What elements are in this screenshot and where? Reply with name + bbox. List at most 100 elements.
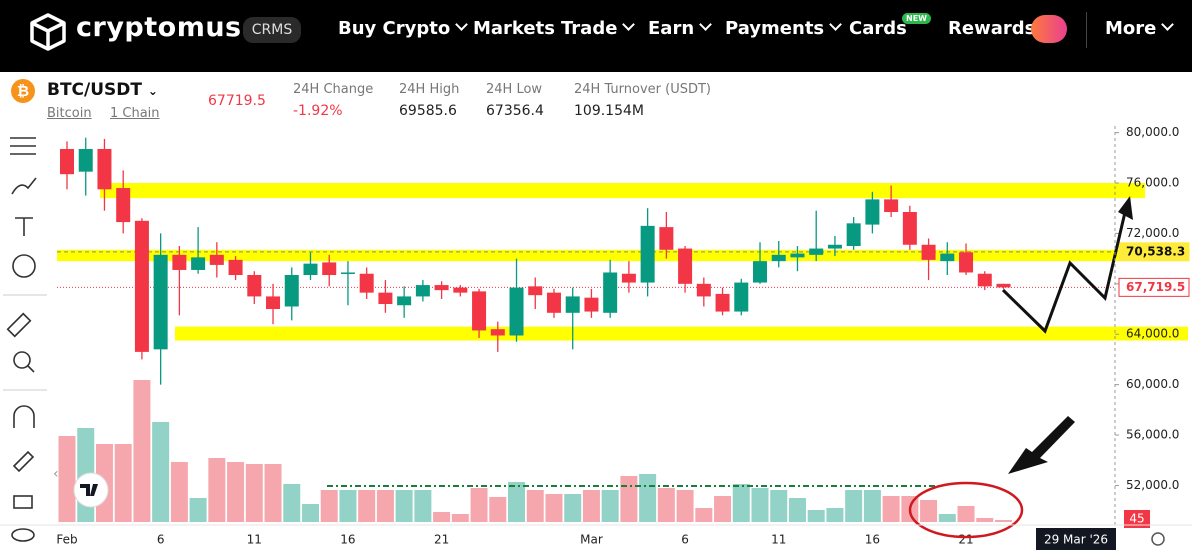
volume-bar [714,496,732,522]
volume-bar [957,506,975,522]
volume-bar [845,490,863,522]
nav-label: Earn [648,18,695,39]
volume-bar [189,498,207,522]
tool-lock[interactable] [13,495,33,509]
nav-item[interactable]: Rewards [948,18,1035,39]
candle-body [921,244,936,260]
volume-layer [58,380,1012,522]
zigzag-path [1001,207,1128,334]
nav-label: Payments [725,18,825,39]
candle-body [228,259,243,276]
big-arrow [1008,416,1075,474]
stat-label: 24H Change [293,82,374,97]
candle-body [472,291,487,331]
asset-link[interactable]: Bitcoin [47,106,92,121]
y-tick-label: 60,000.0 [1126,377,1179,391]
candle-body [884,199,899,212]
nav-item[interactable]: More [1105,18,1175,39]
nav-separator [1086,12,1087,48]
volume-bar [114,444,132,522]
scroll-arrow[interactable]: ‹ [53,466,59,482]
volume-bar [564,494,582,522]
candle-body [753,261,768,283]
stat-label: 24H High [399,82,460,97]
stat-label: 24H Turnover (USDT) [574,82,711,97]
x-tick-label: Mar [580,533,603,547]
tool-pencil[interactable] [12,450,35,473]
volume-bar [358,490,376,522]
price-label: 70,538.3 [1126,244,1185,258]
stat-value: 109.154M [574,103,644,119]
volume-bar [751,488,769,522]
x-tick-label: 6 [157,533,165,547]
y-tick-label: 80,000.0 [1126,125,1179,139]
candle-body [640,225,655,283]
volume-bar [995,520,1012,522]
candle-body [846,223,861,247]
candle-body [565,296,580,313]
candle-body [359,273,374,293]
tool-ruler[interactable] [6,312,32,338]
tool-zoom[interactable] [13,351,31,369]
nav-label: More [1105,18,1157,39]
highlight-zone [175,326,1188,341]
volume-bar [133,380,151,522]
price-label-box [1118,277,1190,297]
token-badge[interactable]: CRMS [243,17,301,43]
volume-value-box [1124,510,1150,528]
top-nav: cryptomus CRMS Buy Crypto Markets Trade … [0,0,1192,72]
ticker-bar: ₿ BTC/USDT ⌄ Bitcoin 1 Chain 67719.5 24H… [0,72,1192,124]
volume-bar [582,490,600,522]
volume-bar [376,490,394,522]
candle-body [528,286,543,296]
nav-item[interactable]: Cards [849,18,907,39]
volume-value: 45 [1129,512,1144,526]
tv-logo [73,472,109,508]
logo-text[interactable]: cryptomus [76,12,242,43]
stat-value: 69585.6 [399,103,457,119]
chain-link[interactable]: 1 Chain [110,106,160,121]
candle-body [172,254,187,270]
candle-body [996,283,1011,288]
settings-icon[interactable] [1151,532,1165,546]
volume-bar [245,464,263,522]
tool-magnet[interactable] [13,405,35,428]
candle-body [809,248,824,255]
candle-body [60,148,74,175]
nav-item[interactable]: Buy Crypto [338,18,469,39]
pair[interactable]: BTC/USDT ⌄ [47,80,158,100]
volume-bar [339,490,357,522]
y-tick-label: 52,000.0 [1126,478,1179,492]
nav-item[interactable]: Payments [725,18,843,39]
volume-bar [320,490,338,522]
x-tick-label: 16 [865,533,880,547]
volume-bar [732,484,750,522]
candle-body [209,254,224,265]
stat-value: -1.92% [293,103,343,119]
candle-body [509,287,524,336]
volume-bar [227,462,245,522]
last-price: 67719.5 [208,93,266,109]
nav-item[interactable]: Trade [561,18,636,39]
tool-brush[interactable] [11,177,37,195]
candle-body [415,285,430,297]
volume-bar [414,490,432,522]
x-tick-label: Feb [56,533,77,547]
tool-eye[interactable] [11,528,35,542]
volume-bar [601,490,619,522]
tool-emoji[interactable] [12,254,36,278]
nav-item[interactable]: Earn [648,18,713,39]
x-tick-label: 21 [958,533,973,547]
pair-label: BTC/USDT [47,80,142,100]
candle-body [191,257,206,270]
volume-bar [395,490,413,522]
volume-bar [451,514,469,522]
tool-text[interactable] [15,217,33,236]
gift-icon[interactable] [1031,15,1067,43]
nav-item[interactable]: Markets [473,18,555,39]
nav-label: Buy Crypto [338,18,451,39]
volume-bar [826,508,844,522]
candle-body [378,292,393,304]
tool-zoom[interactable] [27,365,35,373]
